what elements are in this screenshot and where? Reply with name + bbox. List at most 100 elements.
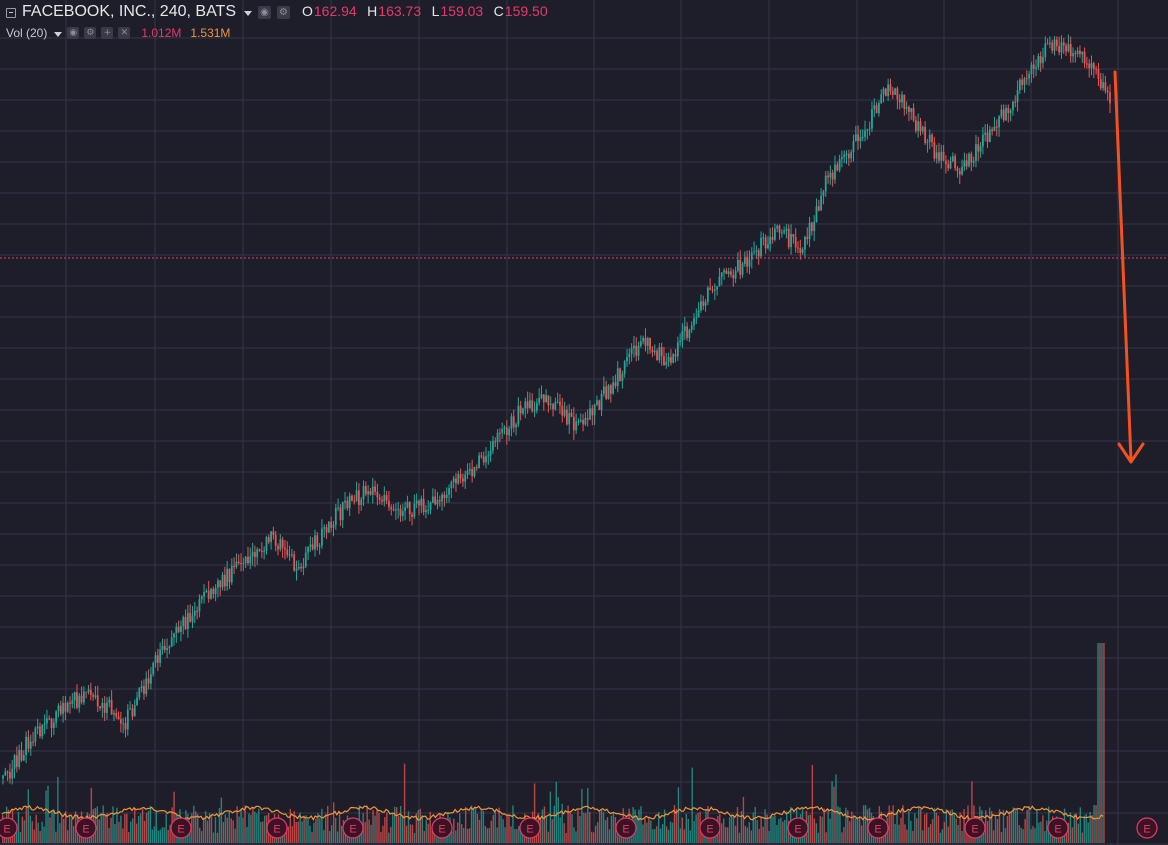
earnings-marker[interactable]: E (867, 817, 889, 839)
candle-body (556, 401, 559, 403)
earnings-marker[interactable]: E (787, 817, 809, 839)
volume-bar (549, 791, 552, 843)
candle-body (415, 500, 418, 504)
earnings-marker[interactable]: E (1136, 817, 1158, 839)
volume-bar (847, 810, 849, 843)
volume-bar (776, 824, 778, 843)
volume-bar (133, 808, 136, 843)
volume-bar (1032, 826, 1034, 843)
volume-ma-line (1, 805, 1104, 821)
candle-body (34, 728, 37, 742)
earnings-marker-label: E (82, 824, 89, 836)
volume-bar (565, 832, 567, 843)
candle-body (1088, 63, 1091, 69)
candle-body (85, 691, 88, 693)
volume-bar (1069, 812, 1072, 843)
volume-bar (417, 809, 420, 843)
volume-bar (809, 814, 812, 843)
earnings-marker[interactable]: E (964, 817, 986, 839)
earnings-marker[interactable]: E (1047, 817, 1069, 839)
volume-bar (533, 783, 536, 843)
symbol-name[interactable]: FACEBOOK, INC., 240, BATS (22, 3, 236, 20)
volume-bar (855, 818, 857, 843)
candle-body (970, 153, 973, 163)
volume-bar (122, 828, 124, 843)
volume-bar (738, 832, 741, 843)
gear-icon[interactable]: ⚙ (84, 27, 97, 39)
volume-bar (900, 817, 902, 843)
earnings-marker[interactable]: E (170, 817, 192, 839)
volume-bar (15, 823, 18, 843)
candle-body (487, 455, 490, 457)
candle-body (468, 468, 471, 471)
volume-bar (403, 763, 406, 843)
earnings-marker[interactable]: E (699, 817, 721, 839)
candle-body (993, 126, 996, 131)
volume-bar (910, 820, 912, 843)
candle-body (166, 648, 168, 651)
collapse-legend-button[interactable] (6, 7, 16, 18)
candle-body (584, 417, 587, 425)
candle-body (725, 270, 728, 275)
chevron-down-icon[interactable] (244, 10, 252, 16)
candle-body (954, 156, 957, 169)
close-icon[interactable]: ✕ (118, 27, 131, 39)
volume-bar (496, 827, 498, 843)
earnings-marker[interactable]: E (615, 817, 637, 839)
volume-bar (147, 810, 150, 843)
volume-bar (455, 830, 457, 843)
candle-body (330, 521, 333, 528)
earnings-marker[interactable]: E (0, 817, 18, 839)
volume-bar (963, 809, 965, 843)
eye-icon[interactable]: ◉ (258, 5, 271, 19)
candle-body (1051, 42, 1054, 51)
plus-icon[interactable]: + (101, 27, 114, 39)
candle-body (355, 490, 358, 502)
volume-bar (145, 812, 148, 843)
earnings-marker[interactable]: E (342, 817, 364, 839)
candle-body (889, 84, 892, 92)
volume-bar (486, 828, 489, 843)
candle-body (824, 175, 827, 192)
candle-body (133, 705, 136, 717)
candle-body (1069, 44, 1072, 57)
volume-bar (319, 818, 321, 843)
volume-bar (1000, 832, 1003, 843)
earnings-marker[interactable]: E (519, 817, 541, 839)
volume-bar (104, 815, 106, 843)
candle-body (799, 247, 802, 253)
candle-body (755, 250, 758, 252)
candle-body (762, 237, 765, 239)
volume-bar (750, 830, 752, 843)
candle-body (13, 755, 16, 769)
candle-body (958, 171, 961, 175)
candle-body (630, 348, 633, 354)
candle-body (1092, 63, 1095, 69)
volume-bar (941, 829, 944, 843)
candle-body (360, 499, 363, 506)
gear-icon[interactable]: ⚙ (277, 5, 290, 19)
candle-body (226, 568, 229, 587)
candle-body (653, 350, 656, 353)
candle-body (720, 272, 723, 277)
candle-body (813, 221, 816, 232)
volume-indicator-name[interactable]: Vol (20) (6, 26, 48, 40)
candle-body (633, 345, 635, 349)
earnings-marker[interactable]: E (266, 817, 288, 839)
volume-bar (1016, 807, 1018, 843)
volume-bar (51, 810, 53, 843)
candle-body (494, 441, 497, 443)
eye-icon[interactable]: ◉ (67, 27, 80, 39)
candle-body (1079, 50, 1081, 55)
volume-legend: Vol (20) ◉ ⚙ + ✕ 1.012M 1.531M (6, 26, 230, 40)
earnings-marker[interactable]: E (75, 817, 97, 839)
chevron-down-icon[interactable] (54, 31, 63, 37)
candle-body (1037, 55, 1040, 68)
candle-body (46, 718, 48, 724)
volume-bar (394, 806, 396, 843)
earnings-marker[interactable]: E (431, 817, 453, 839)
volume-bar (45, 790, 47, 843)
candle-body (519, 405, 522, 414)
volume-bar (827, 810, 829, 843)
